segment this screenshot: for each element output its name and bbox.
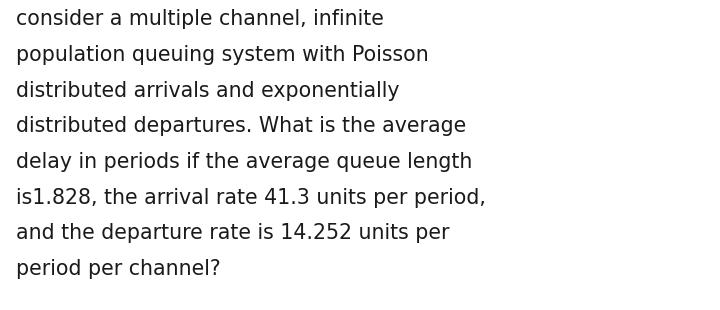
Text: period per channel?: period per channel? <box>16 259 220 279</box>
Text: is1.828, the arrival rate 41.3 units per period,: is1.828, the arrival rate 41.3 units per… <box>16 188 486 208</box>
Text: population queuing system with Poisson: population queuing system with Poisson <box>16 45 428 65</box>
Text: delay in periods if the average queue length: delay in periods if the average queue le… <box>16 152 472 172</box>
Text: consider a multiple channel, infinite: consider a multiple channel, infinite <box>16 9 384 29</box>
Text: distributed departures. What is the average: distributed departures. What is the aver… <box>16 116 466 136</box>
Text: and the departure rate is 14.252 units per: and the departure rate is 14.252 units p… <box>16 223 449 243</box>
Text: distributed arrivals and exponentially: distributed arrivals and exponentially <box>16 81 400 101</box>
